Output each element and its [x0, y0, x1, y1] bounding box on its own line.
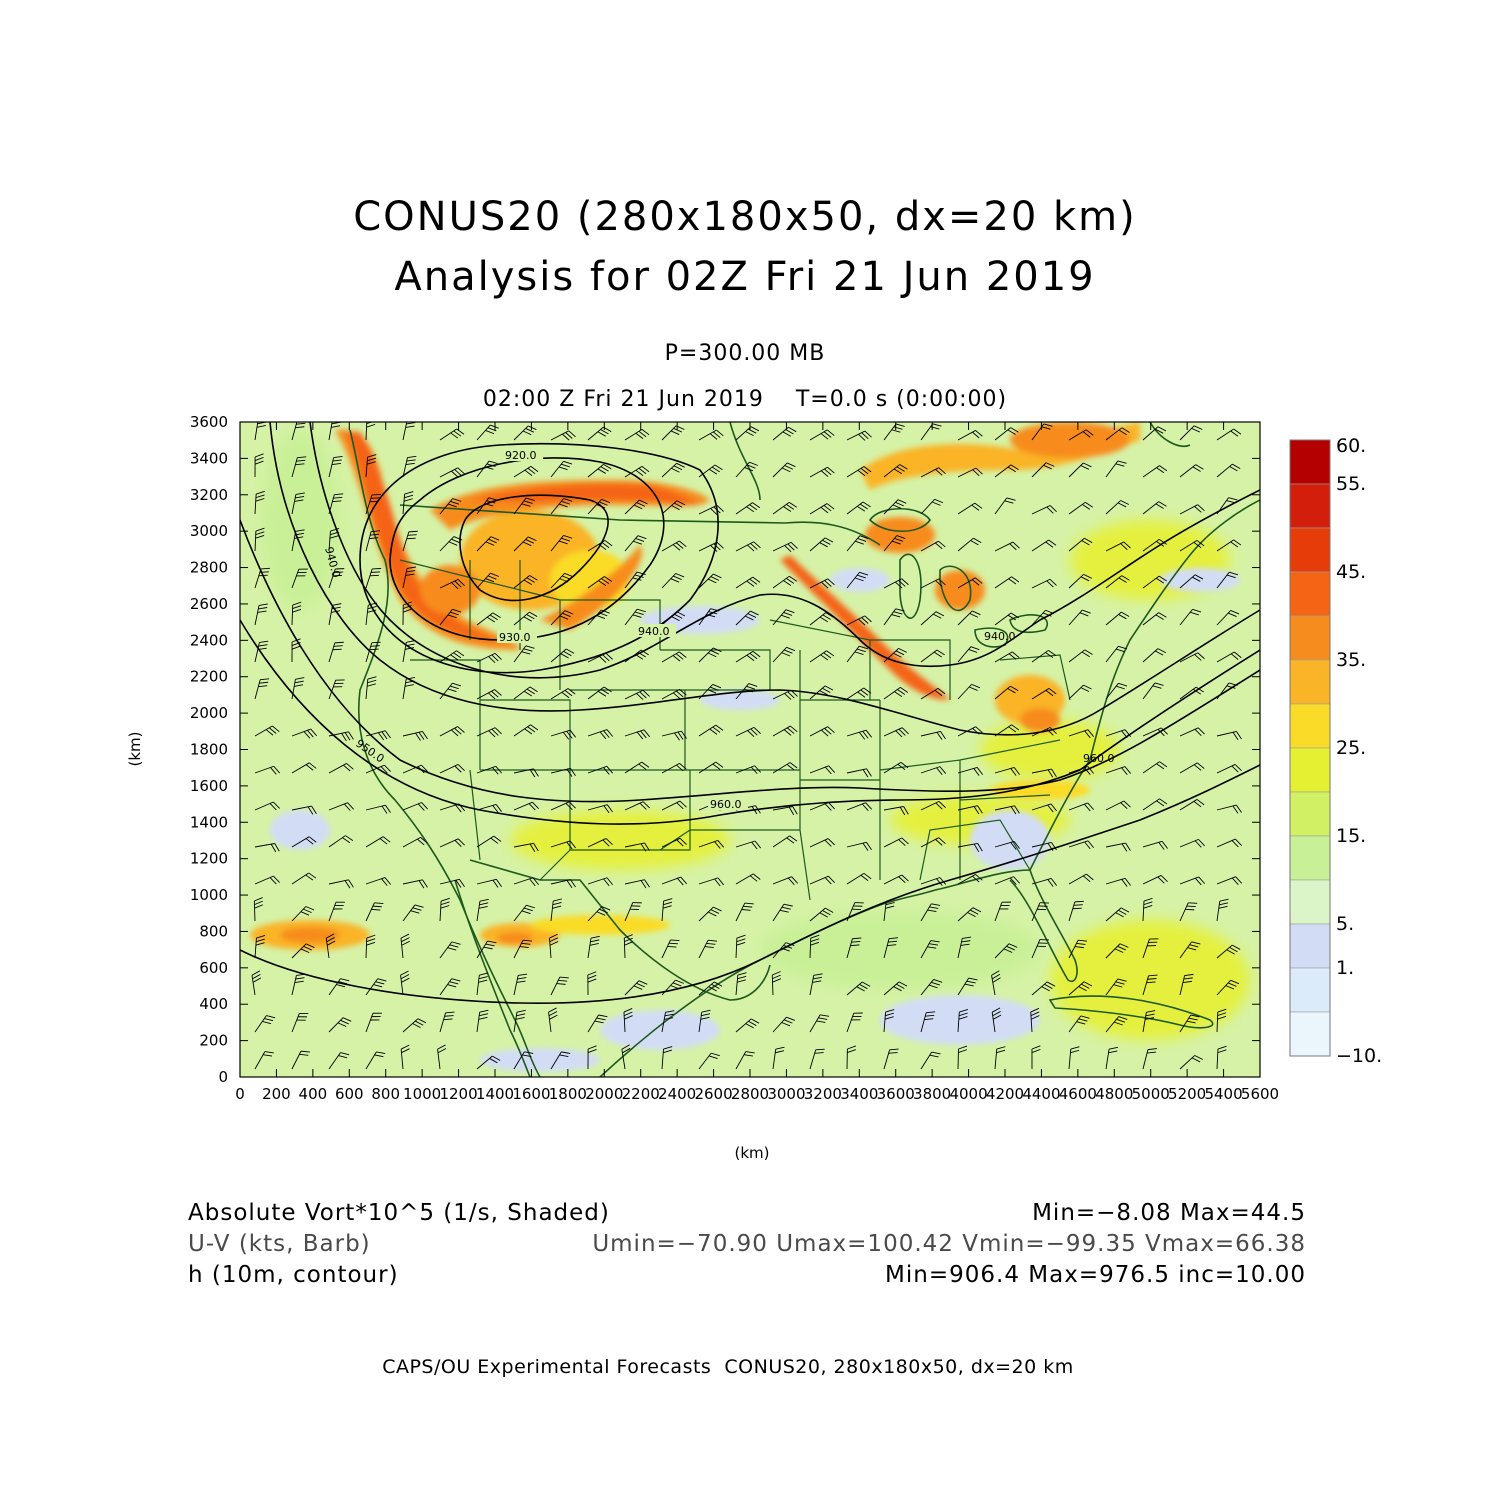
x-tick-label: 3800	[913, 1085, 951, 1103]
colorbar-label: 25.	[1336, 737, 1366, 759]
x-tick-label: 2800	[731, 1085, 769, 1103]
legend: Absolute Vort*10^5 (1/s, Shaded) Min=−8.…	[188, 1200, 1306, 1288]
y-tick-label: 1600	[190, 777, 228, 795]
colorbar-label: 15.	[1336, 825, 1366, 847]
x-tick-label: 800	[371, 1085, 400, 1103]
colorbar-label: 60.	[1336, 435, 1366, 457]
contour-label: 930.0	[499, 631, 531, 644]
x-tick-label: 3200	[804, 1085, 842, 1103]
colorbar-swatch	[1290, 660, 1330, 704]
legend-barb-field: U-V (kts, Barb)	[188, 1231, 371, 1257]
x-tick-label: 200	[262, 1085, 291, 1103]
contour-label: 940.0	[984, 630, 1016, 643]
x-tick-label: 5400	[1204, 1085, 1242, 1103]
x-tick-label: 4800	[1095, 1085, 1133, 1103]
x-tick-label: 1400	[476, 1085, 514, 1103]
y-tick-label: 1400	[190, 813, 228, 831]
y-tick-label: 3600	[190, 413, 228, 431]
title-line-1: CONUS20 (280x180x50, dx=20 km)	[353, 194, 1137, 240]
y-tick-label: 3000	[190, 522, 228, 540]
x-tick-label: 1600	[512, 1085, 550, 1103]
y-tick-label: 2200	[190, 668, 228, 686]
y-tick-label: 2800	[190, 559, 228, 577]
y-tick-label: 3200	[190, 486, 228, 504]
x-tick-label: 2000	[585, 1085, 623, 1103]
title-line-2: Analysis for 02Z Fri 21 Jun 2019	[394, 254, 1095, 300]
x-tick-label: 5000	[1132, 1085, 1170, 1103]
colorbar-swatch	[1290, 484, 1330, 528]
x-tick-label: 400	[299, 1085, 328, 1103]
colorbar-label: 55.	[1336, 473, 1366, 495]
colorbar-label: 45.	[1336, 561, 1366, 583]
legend-contour-field: h (10m, contour)	[188, 1262, 399, 1288]
legend-contour-range: Min=906.4 Max=976.5 inc=10.00	[885, 1262, 1306, 1288]
y-tick-label: 1800	[190, 741, 228, 759]
valid-time: 02:00 Z Fri 21 Jun 2019 T=0.0 s (0:00:00…	[483, 387, 1007, 412]
colorbar-swatch	[1290, 528, 1330, 572]
colorbar-swatch	[1290, 704, 1330, 748]
y-tick-label: 2600	[190, 595, 228, 613]
y-tick-label: 800	[199, 922, 228, 940]
contour-label: 960.0	[710, 798, 742, 811]
footer-credit: CAPS/OU Experimental Forecasts CONUS20, …	[382, 1356, 1074, 1378]
contour-label: 940.0	[638, 625, 670, 638]
x-axis-label: (km)	[734, 1144, 769, 1162]
x-tick-label: 2400	[658, 1085, 696, 1103]
colorbar-label: −10.	[1336, 1045, 1382, 1067]
map-panel: 920.0 930.0 940.0 940.0 940.0 950.0 960.…	[240, 417, 1260, 1077]
colorbar-swatch	[1290, 880, 1330, 924]
legend-barb-range: Umin=−70.90 Umax=100.42 Vmin=−99.35 Vmax…	[592, 1231, 1306, 1257]
colorbar-swatch	[1290, 968, 1330, 1012]
x-tick-label: 1200	[439, 1085, 477, 1103]
contour-label: 920.0	[505, 449, 537, 462]
x-tick-label: 0	[235, 1085, 245, 1103]
x-tick-label: 4400	[1022, 1085, 1060, 1103]
y-tick-label: 1000	[190, 886, 228, 904]
colorbar: 60. 55. 45. 35. 25. 15. 5. 1. −10.	[1290, 435, 1382, 1067]
x-tick-label: 4600	[1059, 1085, 1097, 1103]
legend-shaded-field: Absolute Vort*10^5 (1/s, Shaded)	[188, 1200, 610, 1226]
x-tick-label: 3600	[877, 1085, 915, 1103]
x-tick-label: 3000	[767, 1085, 805, 1103]
x-tick-label: 2200	[622, 1085, 660, 1103]
colorbar-swatch	[1290, 792, 1330, 836]
x-tick-label: 3400	[840, 1085, 878, 1103]
colorbar-label: 1.	[1336, 957, 1354, 979]
colorbar-swatch	[1290, 572, 1330, 616]
y-tick-label: 600	[199, 959, 228, 977]
contour-label: 960.0	[1083, 752, 1115, 765]
x-tick-label: 4000	[949, 1085, 987, 1103]
y-tick-label: 3400	[190, 449, 228, 467]
x-tick-label: 4200	[986, 1085, 1024, 1103]
colorbar-swatch	[1290, 748, 1330, 792]
y-tick-label: 0	[218, 1068, 228, 1086]
y-tick-label: 2400	[190, 631, 228, 649]
colorbar-swatch	[1290, 616, 1330, 660]
colorbar-swatch	[1290, 440, 1330, 484]
x-tick-label: 600	[335, 1085, 364, 1103]
x-tick-label: 5600	[1241, 1085, 1279, 1103]
colorbar-swatch	[1290, 1012, 1330, 1056]
x-tick-label: 1800	[549, 1085, 587, 1103]
colorbar-label: 35.	[1336, 649, 1366, 671]
y-tick-label: 1200	[190, 850, 228, 868]
x-tick-label: 2600	[694, 1085, 732, 1103]
y-tick-label: 400	[199, 995, 228, 1013]
colorbar-swatch	[1290, 924, 1330, 968]
x-tick-label: 5200	[1168, 1085, 1206, 1103]
legend-shaded-range: Min=−8.08 Max=44.5	[1032, 1200, 1306, 1226]
colorbar-swatch	[1290, 836, 1330, 880]
y-tick-label: 2000	[190, 704, 228, 722]
x-tick-label: 1000	[403, 1085, 441, 1103]
y-axis-label: (km)	[126, 731, 144, 766]
pressure-level: P=300.00 MB	[665, 341, 826, 366]
colorbar-label: 5.	[1336, 913, 1354, 935]
y-tick-label: 200	[199, 1032, 228, 1050]
